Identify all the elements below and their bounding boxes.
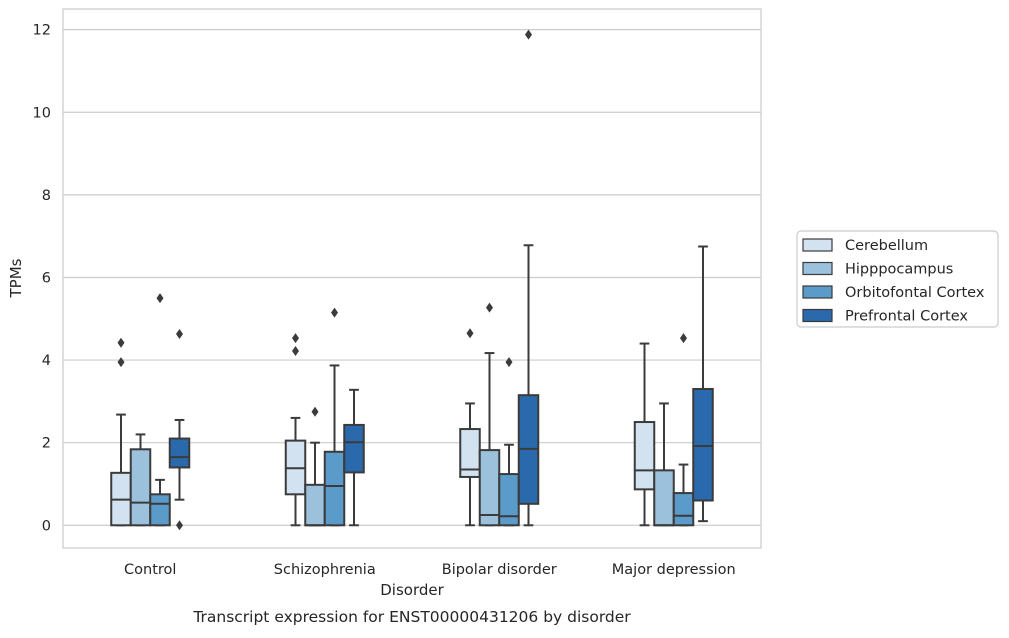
outlier-point (292, 345, 299, 356)
y-tick-label: 8 (42, 188, 51, 204)
box-prefrontal-cortex (168, 329, 191, 531)
box-hipppocampus (478, 302, 501, 527)
x-ticks: Control Schizophrenia Bipolar disorder Majo… (124, 562, 736, 578)
box-prefrontal-cortex (692, 245, 714, 523)
outlier-point (176, 329, 183, 340)
legend-label: Orbitofontal Cortex (845, 285, 985, 301)
box-iqr (129, 448, 152, 527)
outlier-point (680, 333, 687, 344)
legend-swatch (802, 285, 833, 299)
x-tick-label: Control (124, 562, 176, 578)
box-prefrontal-cortex (517, 29, 540, 527)
legend-frame (796, 230, 999, 328)
legend: Cerebellum Hipppocampus Orbitofontal Corte… (796, 230, 999, 328)
y-axis-label: TPMs (7, 258, 25, 298)
box-hipppocampus (129, 433, 152, 527)
box-iqr (692, 387, 714, 502)
y-tick-label: 2 (42, 436, 51, 452)
box-iqr (323, 450, 346, 527)
x-axis-label: Disorder (380, 581, 444, 599)
legend-swatch (802, 261, 833, 276)
box-iqr (498, 473, 520, 527)
outlier-point (505, 357, 513, 368)
box-prefrontal-cortex (343, 388, 365, 527)
outlier-point (176, 520, 183, 531)
y-tick-label: 6 (42, 270, 51, 286)
legend-swatch (802, 308, 833, 323)
legend-label: Prefrontal Cortex (845, 309, 968, 325)
box-iqr (304, 483, 326, 527)
box-iqr (672, 492, 695, 527)
y-tick-label: 10 (33, 105, 51, 121)
chart-caption: Transcript expression for ENST0000043120… (192, 608, 631, 626)
box-iqr (633, 421, 656, 491)
y-tick-label: 4 (42, 353, 51, 369)
box-cerebellum (633, 342, 656, 527)
outlier-point (486, 302, 493, 313)
outlier-point (292, 333, 299, 344)
box-iqr (149, 493, 171, 527)
x-tick-label: Schizophrenia (274, 562, 376, 578)
legend-swatch (802, 238, 833, 252)
outlier-point (466, 328, 474, 339)
outlier-point (117, 337, 125, 348)
box-iqr (168, 437, 191, 469)
plot-area (63, 9, 761, 548)
outlier-point (117, 357, 125, 368)
box-cerebellum (110, 337, 132, 527)
y-tick-label: 12 (33, 23, 51, 39)
box-cerebellum (284, 333, 307, 527)
box-iqr (343, 423, 365, 474)
x-tick-label: Bipolar disorder (442, 562, 557, 578)
y-ticks: 0 2 4 6 8 10 12 (33, 23, 51, 535)
y-tick-label: 0 (42, 518, 51, 534)
box-orbitofontal-cortex (672, 333, 695, 527)
legend-label: Hipppocampus (845, 262, 953, 278)
outlier-point (331, 307, 338, 318)
box-hipppocampus (304, 406, 326, 527)
legend-label: Cerebellum (845, 238, 928, 254)
box-orbitofontal-cortex (323, 307, 346, 527)
x-tick-label: Major depression (612, 562, 736, 578)
box-iqr (653, 469, 675, 527)
box-orbitofontal-cortex (149, 293, 171, 527)
box-hipppocampus (653, 402, 675, 527)
plot-frame (62, 8, 762, 549)
boxes (110, 29, 714, 531)
outlier-point (156, 293, 164, 304)
outlier-point (311, 406, 319, 417)
outlier-point (525, 29, 532, 40)
